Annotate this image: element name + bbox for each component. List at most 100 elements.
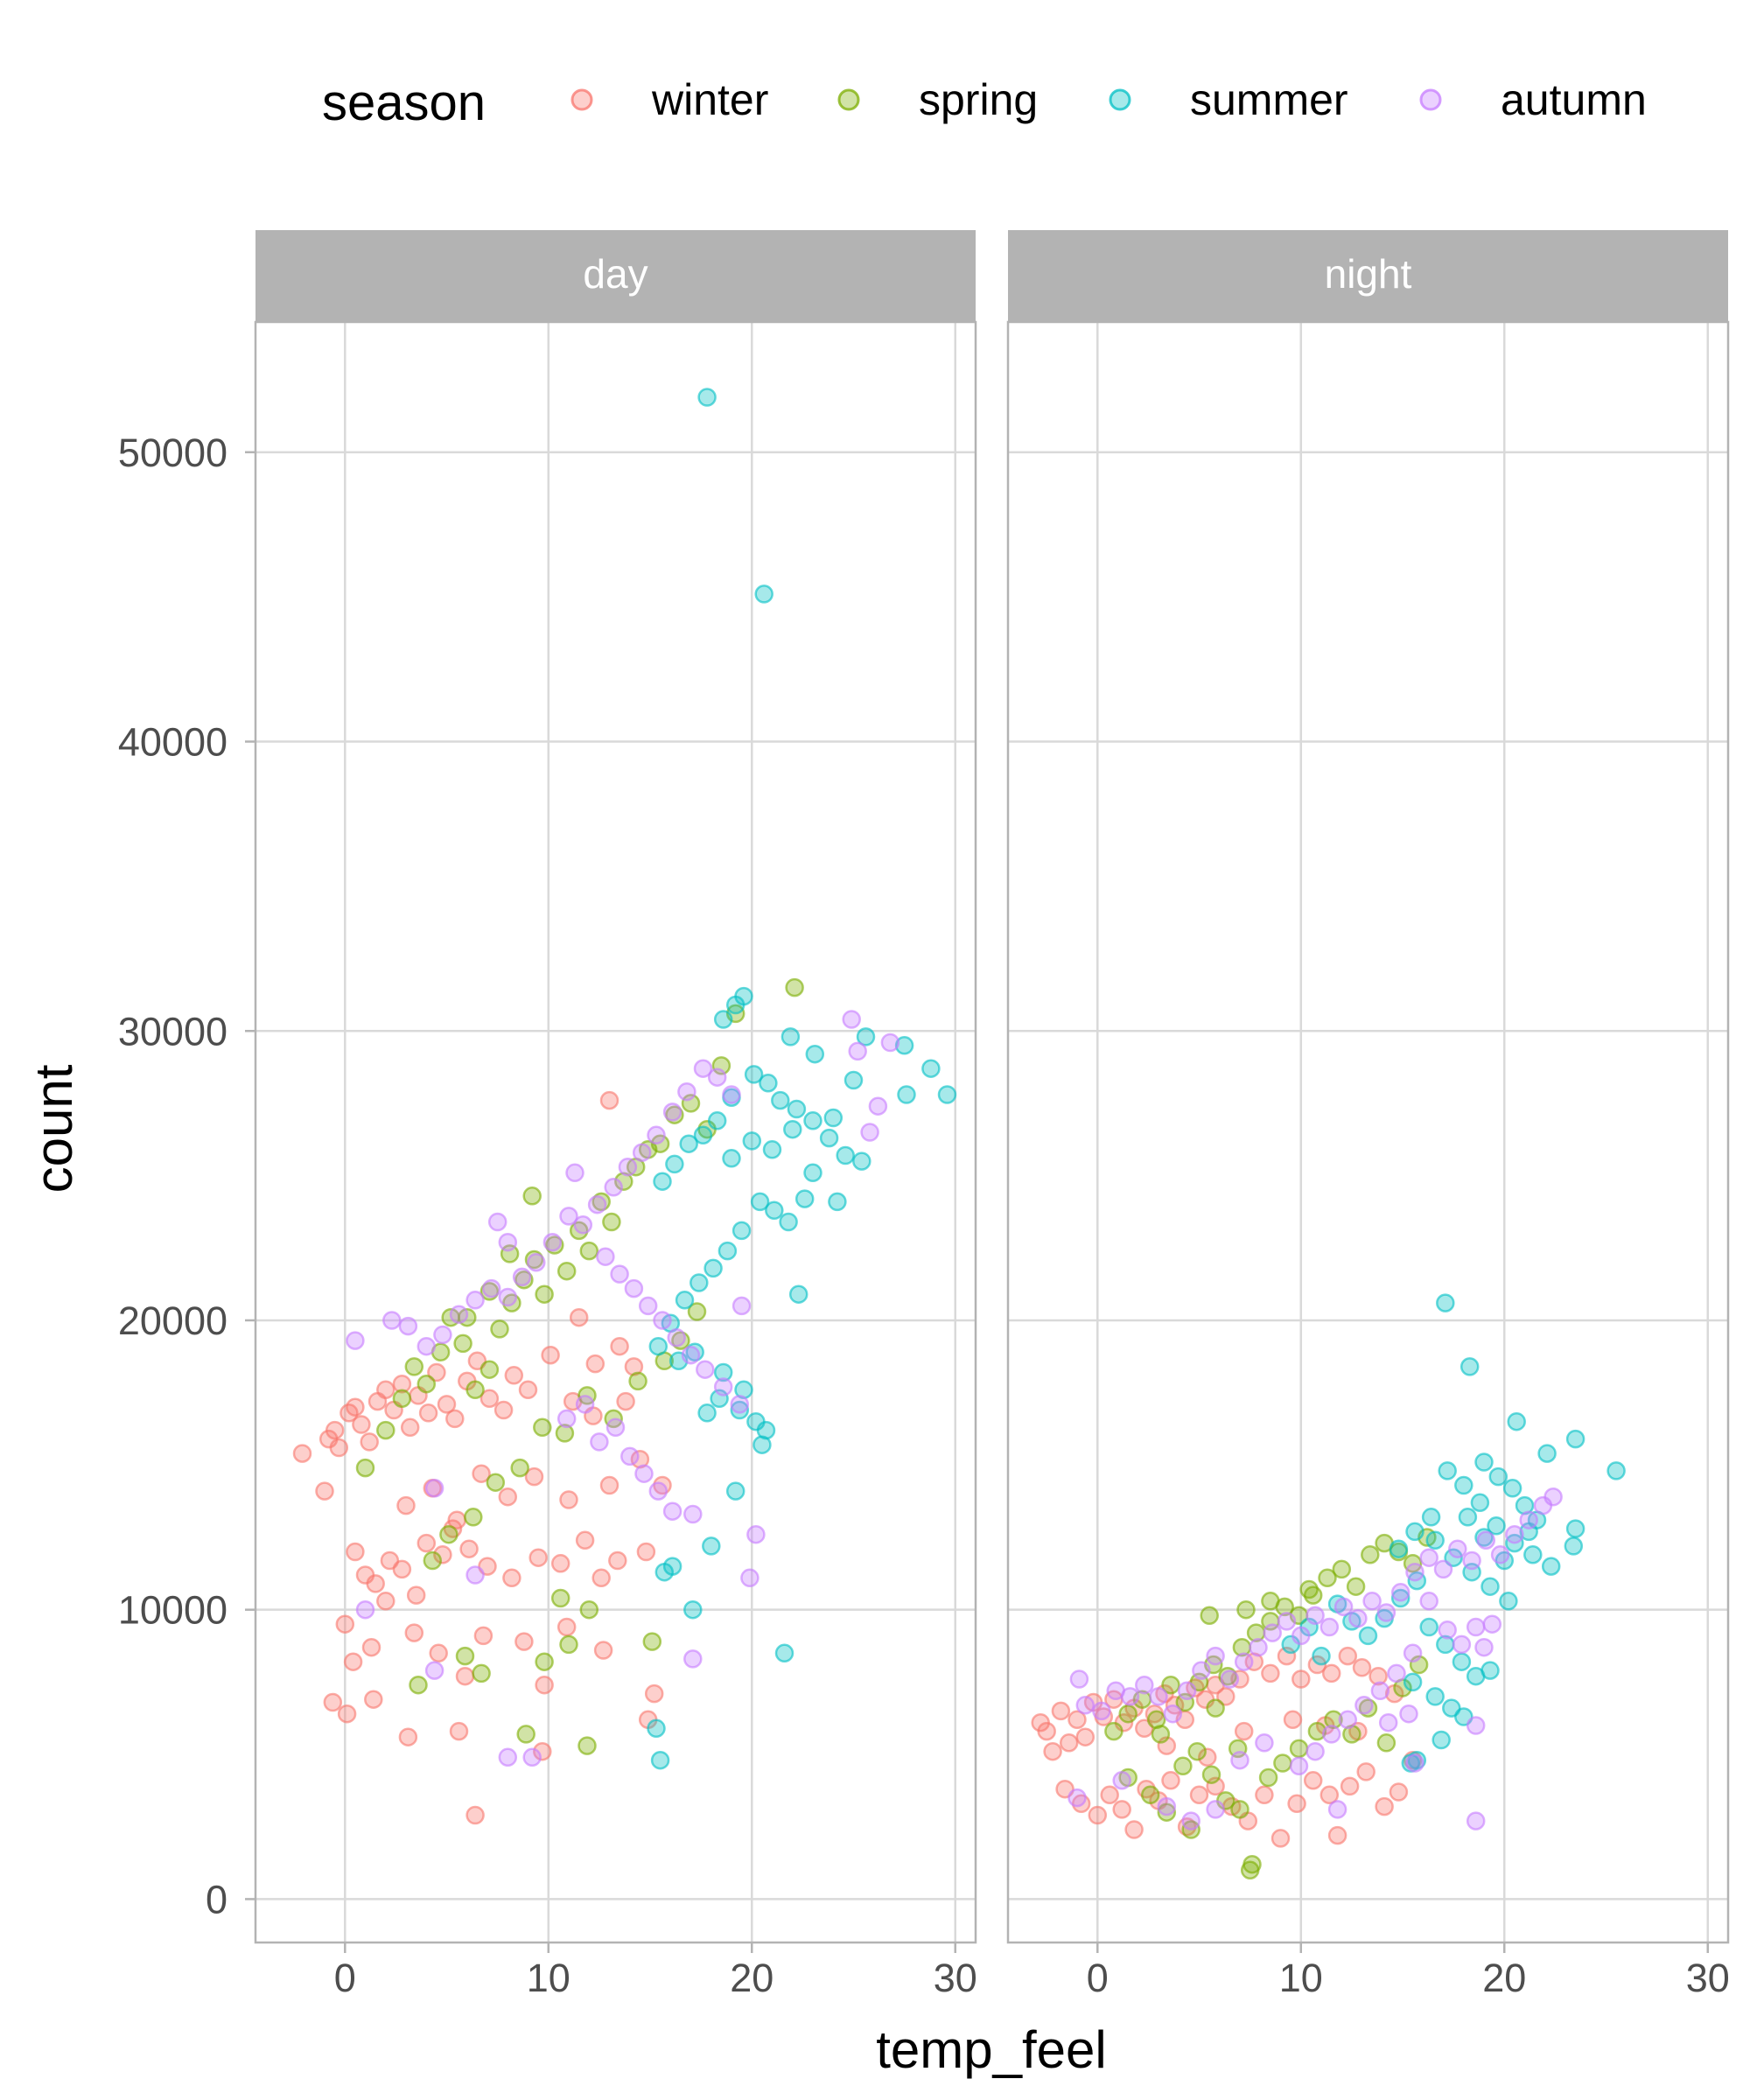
data-point — [803, 1163, 822, 1183]
data-point — [466, 1291, 485, 1310]
data-point — [1454, 1475, 1474, 1495]
data-point — [662, 1557, 682, 1576]
data-point — [1482, 1614, 1502, 1634]
data-point — [1124, 1820, 1144, 1839]
data-point — [1320, 1617, 1340, 1637]
data-point — [1405, 1562, 1424, 1582]
data-point — [1220, 1670, 1240, 1689]
data-point — [464, 1508, 483, 1527]
data-point — [921, 1059, 941, 1078]
data-point — [1104, 1721, 1124, 1741]
x-tick-label: 10 — [527, 1956, 570, 2000]
panel-night: night 0 10 20 30 — [1006, 230, 1730, 2000]
data-point — [335, 1614, 355, 1634]
data-point — [556, 1617, 577, 1637]
data-point — [683, 1649, 703, 1669]
data-point — [510, 1458, 529, 1478]
data-point — [683, 1600, 703, 1620]
data-point — [762, 1140, 782, 1159]
x-tick-label: 20 — [730, 1956, 774, 2000]
data-point — [746, 1524, 766, 1544]
data-point — [1421, 1508, 1441, 1527]
data-point — [787, 1099, 807, 1119]
data-point — [606, 1418, 626, 1438]
data-point — [638, 1296, 658, 1316]
data-point — [392, 1374, 412, 1394]
data-point — [675, 1291, 695, 1310]
data-point — [1448, 1539, 1467, 1558]
data-point — [1348, 1608, 1368, 1628]
data-point — [1163, 1704, 1183, 1724]
data-point — [687, 1302, 707, 1321]
y-tick-label: 0 — [206, 1877, 228, 1922]
data-point — [1088, 1805, 1108, 1825]
data-point — [1240, 1860, 1260, 1880]
data-point — [599, 1090, 620, 1110]
data-point — [819, 1128, 839, 1148]
data-point — [702, 1536, 721, 1556]
data-point — [366, 1574, 385, 1593]
data-point — [836, 1145, 855, 1166]
data-point — [1474, 1637, 1494, 1657]
data-point — [1389, 1539, 1409, 1558]
data-point — [292, 1444, 312, 1463]
data-point — [1321, 1663, 1341, 1684]
data-point — [575, 1395, 595, 1414]
data-point — [360, 1432, 379, 1452]
data-point — [1161, 1675, 1180, 1695]
series-winter-day — [292, 1090, 672, 1825]
data-point — [783, 1119, 802, 1139]
series-autumn-day — [346, 1010, 900, 1768]
data-point — [1507, 1411, 1526, 1432]
data-point — [1433, 1559, 1453, 1579]
data-point — [759, 1074, 778, 1093]
data-point — [1198, 1747, 1217, 1768]
data-point — [1075, 1696, 1096, 1715]
data-point — [392, 1559, 412, 1579]
series-summer-night — [1281, 1293, 1626, 1773]
data-point — [1466, 1811, 1486, 1830]
legend-label-winter: winter — [651, 75, 768, 124]
data-point — [376, 1592, 396, 1611]
data-point — [480, 1389, 500, 1409]
data-point — [842, 1010, 861, 1029]
data-point — [754, 584, 774, 604]
data-point — [1403, 1643, 1423, 1663]
data-point — [1460, 1357, 1480, 1376]
data-point — [1361, 1545, 1380, 1564]
data-point — [1399, 1704, 1418, 1724]
data-point — [1346, 1577, 1366, 1596]
facet-strip-label: night — [1325, 251, 1412, 297]
data-point — [1177, 1681, 1197, 1701]
data-point — [1480, 1577, 1500, 1596]
panel-day: day 0 10 20 30 0 10000 20000 30000 40000 50000 — [118, 230, 977, 2000]
data-point — [1255, 1733, 1274, 1753]
data-point — [937, 1085, 957, 1104]
data-point — [880, 1032, 900, 1053]
data-point — [1334, 1597, 1354, 1617]
data-point — [1216, 1687, 1236, 1706]
data-point — [1419, 1548, 1438, 1567]
data-point — [445, 1409, 465, 1429]
data-point — [1287, 1794, 1306, 1814]
data-point — [610, 1336, 629, 1356]
data-point — [1234, 1652, 1254, 1671]
data-point — [556, 1409, 577, 1429]
data-point — [466, 1565, 485, 1585]
data-point — [856, 1027, 876, 1046]
data-point — [618, 1157, 638, 1177]
series-spring-day — [355, 977, 804, 1755]
data-point — [535, 1284, 554, 1304]
data-point — [1523, 1545, 1543, 1564]
data-point — [579, 1241, 599, 1261]
data-point — [1303, 1771, 1323, 1790]
data-point — [1519, 1510, 1538, 1530]
data-point — [512, 1267, 532, 1287]
data-point — [722, 1085, 741, 1104]
facet-strip-day — [256, 230, 976, 322]
data-point — [1444, 1548, 1463, 1567]
data-point — [752, 1435, 772, 1454]
data-point — [1306, 1741, 1325, 1761]
data-point — [1387, 1663, 1406, 1684]
data-point — [550, 1588, 570, 1608]
